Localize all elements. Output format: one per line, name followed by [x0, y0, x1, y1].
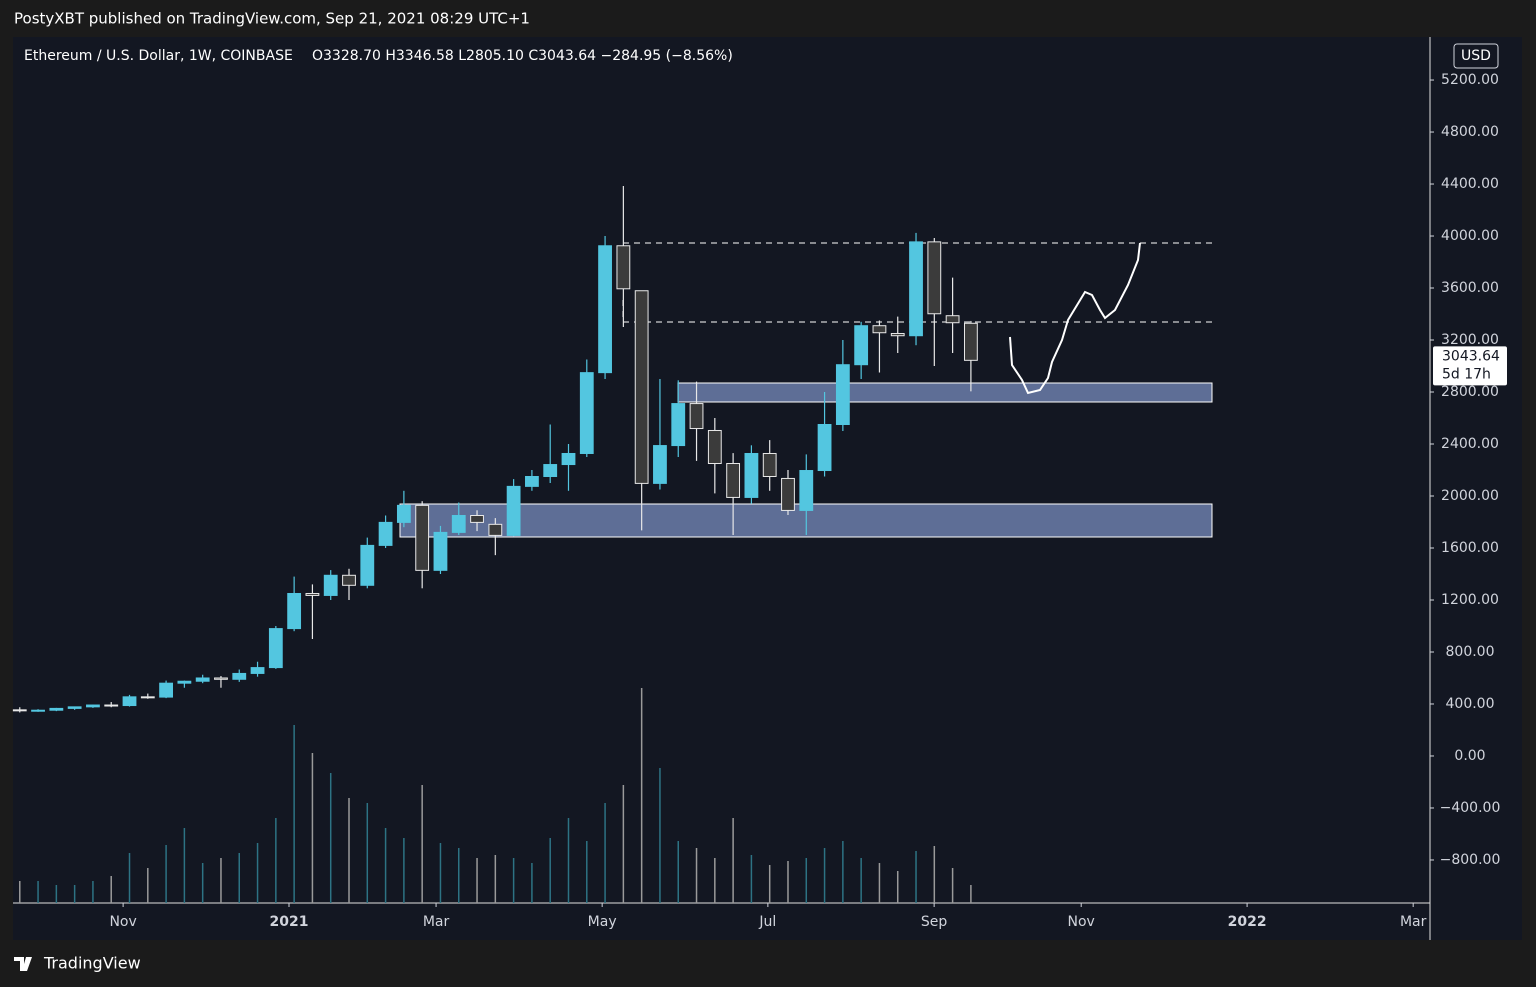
candle-body [360, 544, 375, 586]
candle-body [122, 696, 137, 707]
support-zone [677, 382, 1213, 403]
candle-body [762, 452, 777, 477]
candle-body [799, 470, 814, 511]
y-tick-label: 3200.00 [1441, 332, 1499, 348]
projection-sketch [1009, 242, 1141, 395]
price-tag-label: 3043.64 [1442, 348, 1500, 364]
brand-name: TradingView [43, 954, 141, 973]
candle-body [12, 709, 27, 712]
price-tag-box [1433, 346, 1507, 386]
currency-box [1453, 43, 1499, 69]
candle-body [268, 628, 283, 669]
y-tick-label: 0.00 [1454, 748, 1485, 764]
countdown: 5d 17h [1442, 366, 1491, 382]
candle-body [396, 504, 411, 523]
candle-body [323, 574, 338, 596]
candle-body [945, 315, 960, 324]
candle-body [159, 682, 173, 698]
candle-body [86, 704, 100, 708]
candle-body [689, 403, 704, 430]
candle-body [195, 677, 210, 682]
candle-body [634, 290, 649, 484]
y-tick-label: 3600.00 [1441, 280, 1499, 296]
y-tick-label: 800.00 [1446, 644, 1495, 660]
candle-body [927, 241, 942, 315]
candle-body [817, 424, 832, 472]
candle-body [49, 707, 64, 711]
candle-body [287, 592, 302, 630]
candle-body [707, 429, 722, 465]
candle-body [214, 677, 228, 680]
x-tick-label: 2022 [1228, 914, 1267, 930]
x-tick-label: Mar [1400, 914, 1427, 930]
brand: TradingView [14, 954, 141, 973]
candle-body [543, 464, 558, 477]
candle-body [835, 364, 850, 426]
y-tick-label: 1600.00 [1441, 540, 1499, 556]
ohlc-legend: O3328.70 H3346.58 L2805.10 C3043.64 −284… [312, 48, 733, 64]
y-tick-label: −800.00 [1440, 852, 1501, 868]
currency: USD [1461, 48, 1491, 64]
x-tick-label: Jul [758, 914, 776, 930]
chart-panel [13, 37, 1522, 940]
y-tick-label: 2800.00 [1441, 384, 1499, 400]
candle-body [854, 325, 869, 366]
candle-body [177, 680, 192, 684]
x-tick-label: May [588, 914, 617, 930]
candle-body [744, 452, 759, 498]
candle-body [872, 325, 887, 334]
candle-body [378, 521, 393, 546]
y-tick-label: 4000.00 [1441, 228, 1499, 244]
candle-body [488, 523, 503, 536]
candle-body [909, 241, 923, 337]
candle-body [305, 592, 320, 596]
candle-body [671, 403, 686, 447]
candle-body [890, 333, 905, 337]
y-tick-label: 2400.00 [1441, 436, 1499, 452]
y-tick-label: −400.00 [1440, 800, 1501, 816]
volume [19, 688, 972, 903]
candle-body [561, 452, 576, 466]
symbol-title: Ethereum / U.S. Dollar, 1W, COINBASE [24, 48, 293, 64]
plot: −800.00 −400.00 0.00 400.00 800.00 1200.00 160… [12, 72, 1501, 930]
x-tick-label: Sep [921, 914, 948, 930]
x-tick-label: Mar [423, 914, 450, 930]
y-tick-label: 2000.00 [1441, 488, 1499, 504]
candle-body [963, 322, 978, 361]
price-tag: 3043.64 5d 17h [1433, 346, 1507, 386]
candle-body [140, 696, 155, 699]
candle-body [726, 463, 741, 498]
x-tick-label: Nov [109, 914, 136, 930]
x-tick-label: Nov [1068, 914, 1095, 930]
candle-body [451, 514, 466, 533]
y-tick-label: 5200.00 [1441, 72, 1499, 88]
y-tick-label: 400.00 [1446, 696, 1495, 712]
candle-body [470, 514, 484, 523]
candle-body [506, 485, 521, 536]
candle-body [598, 245, 612, 374]
candle-body [525, 475, 539, 487]
candle-body [579, 372, 594, 454]
candle-body [342, 574, 356, 586]
brand-logo [14, 957, 32, 971]
candle-body [104, 704, 119, 707]
candle-body [781, 477, 795, 511]
candle-body [31, 709, 45, 712]
x-tick-label: 2021 [270, 914, 309, 930]
candle-body [433, 531, 448, 571]
candle-body [653, 445, 667, 484]
candle-body [232, 672, 247, 680]
publisher-line: PostyXBT published on TradingView.com, S… [14, 10, 530, 28]
candles [12, 185, 978, 713]
candle-body [67, 706, 82, 709]
y-tick-label: 4800.00 [1441, 124, 1499, 140]
candle-body [415, 504, 430, 571]
candle-body [250, 667, 265, 674]
y-tick-label: 4400.00 [1441, 176, 1499, 192]
candle-body [616, 245, 631, 290]
y-tick-label: 1200.00 [1441, 592, 1499, 608]
